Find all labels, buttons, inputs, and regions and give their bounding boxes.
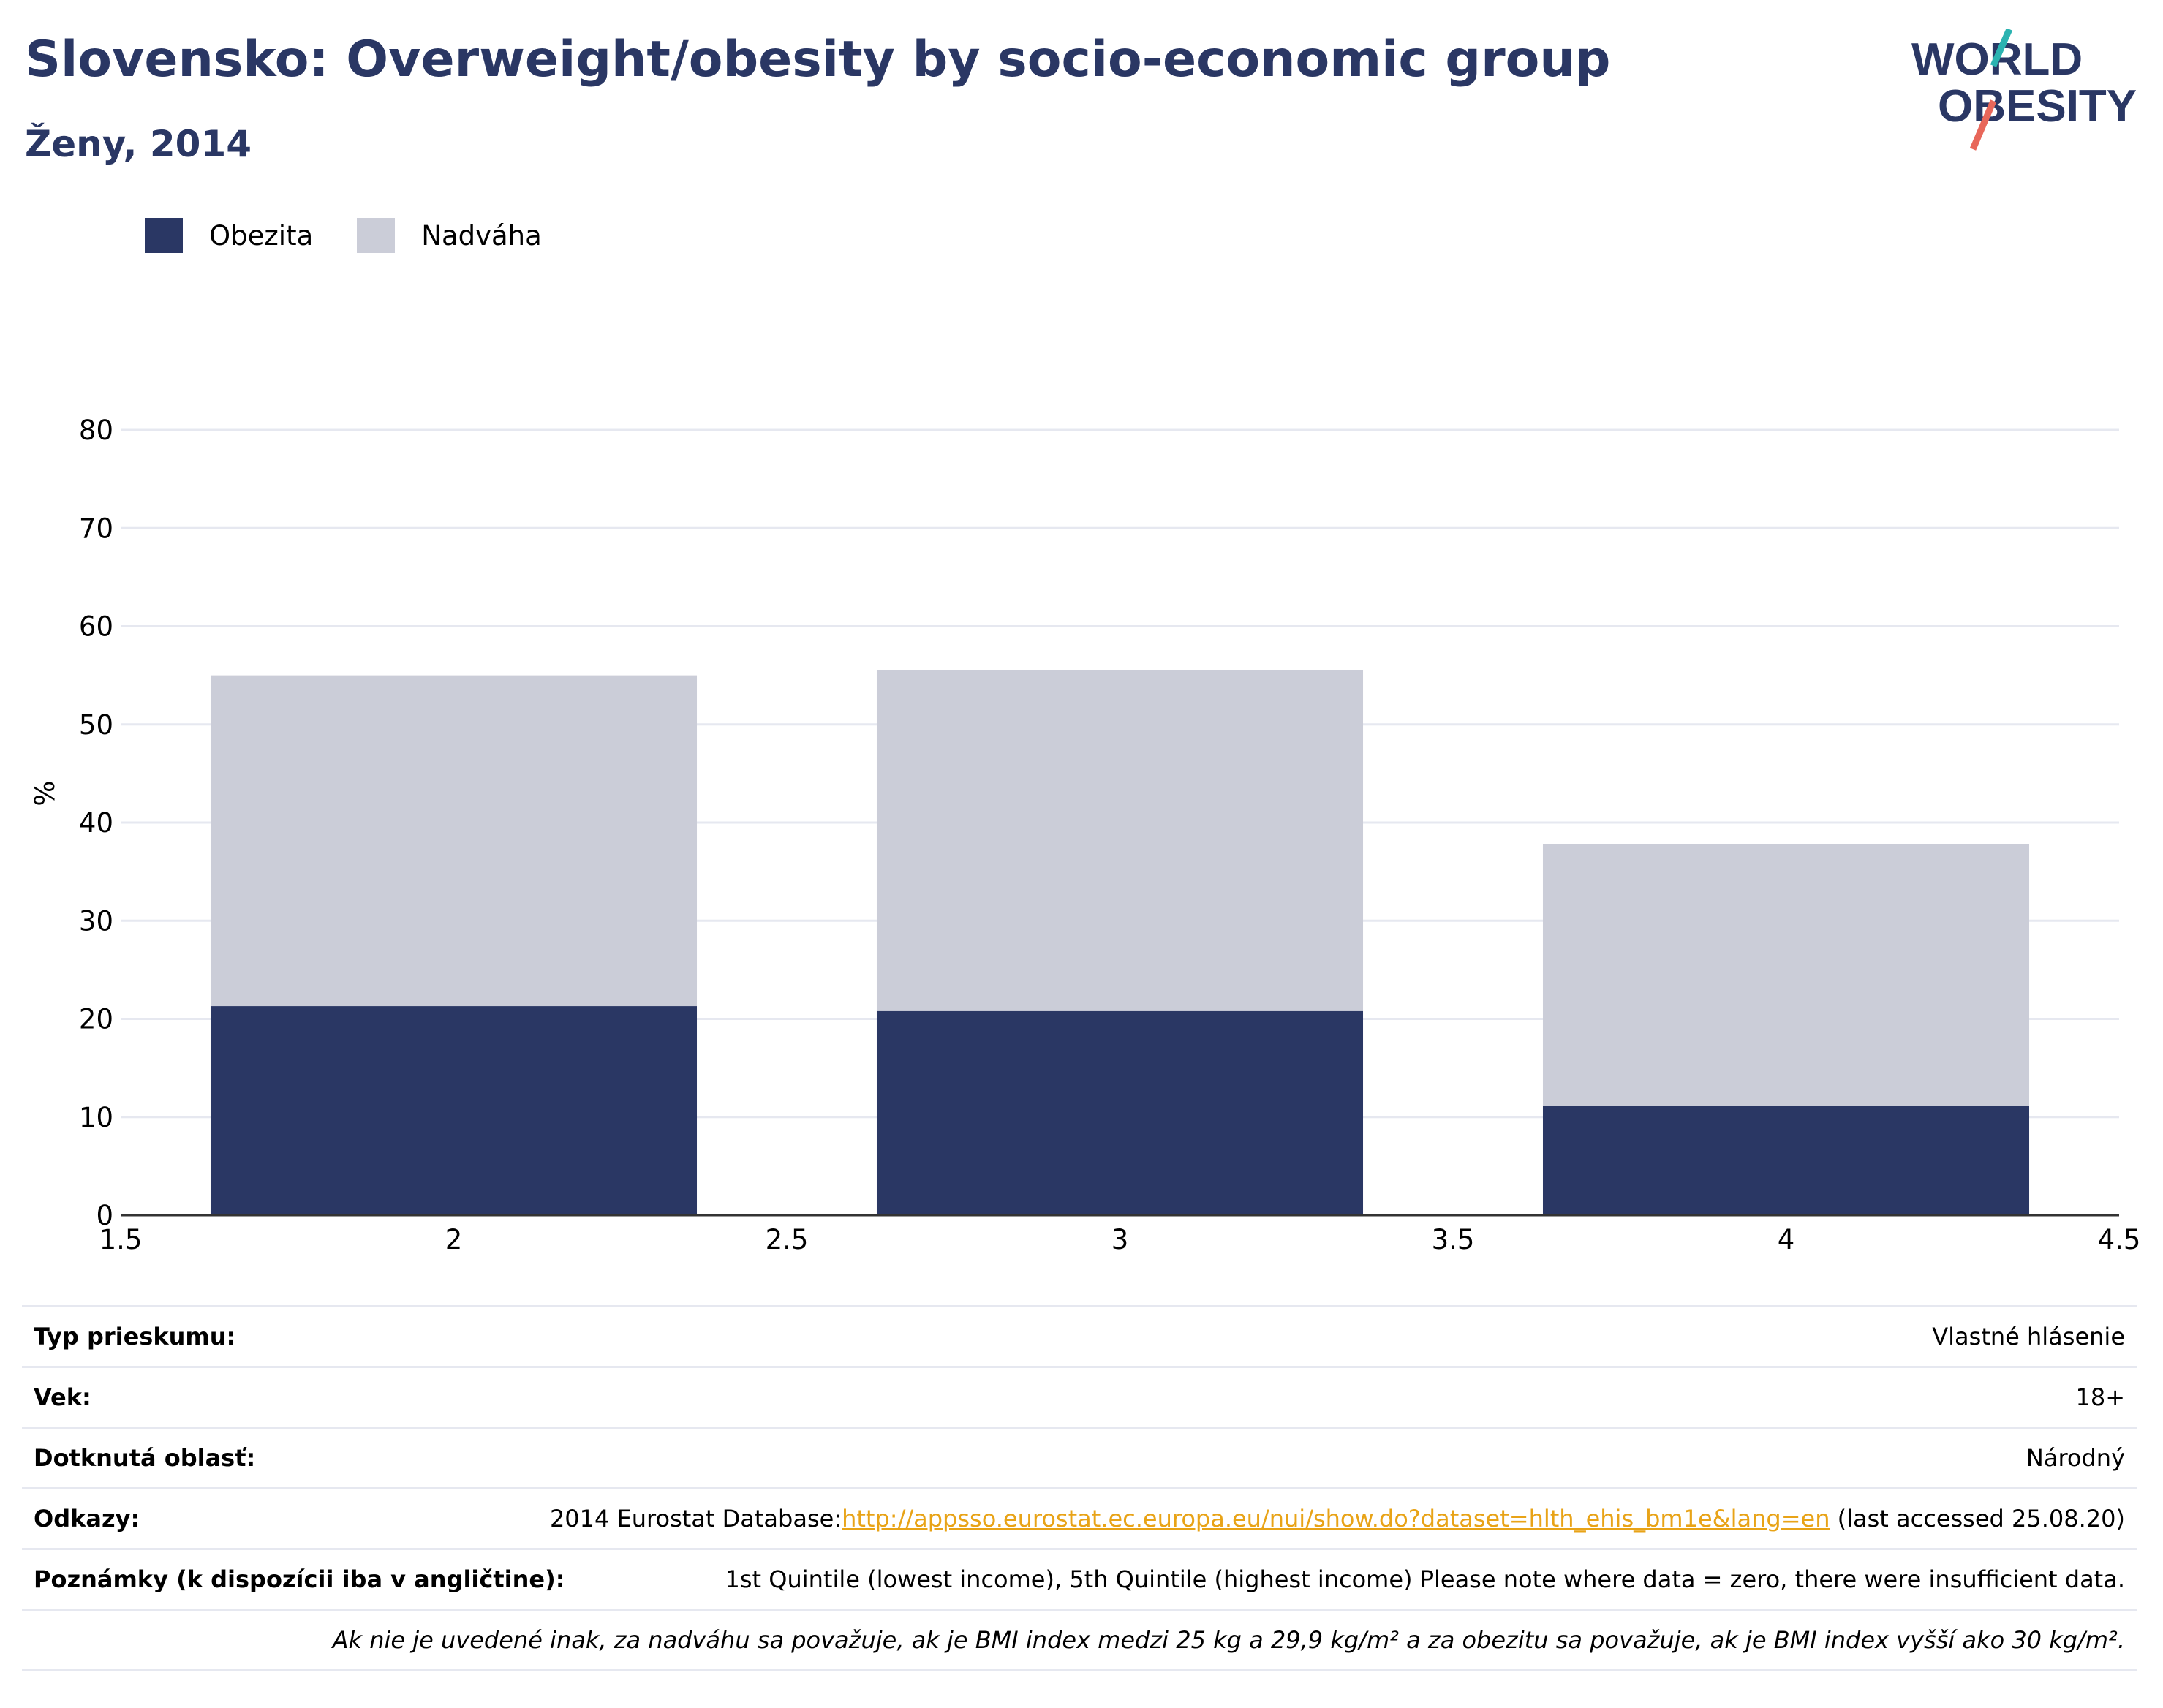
x-tick-label: 3.5 bbox=[1432, 1224, 1475, 1255]
legend-label-overweight: Nadváha bbox=[421, 219, 542, 252]
y-tick-label: 60 bbox=[79, 611, 113, 643]
info-row-footnote: Ak nie je uvedené inak, za nadváhu sa po… bbox=[22, 1609, 2137, 1671]
legend-label-obesity: Obezita bbox=[209, 219, 314, 252]
info-row-references: Odkazy: 2014 Eurostat Database:http://ap… bbox=[22, 1487, 2137, 1548]
x-tick-label: 2 bbox=[445, 1224, 463, 1255]
x-tick-label: 1.5 bbox=[99, 1224, 143, 1255]
y-tick-label: 0 bbox=[96, 1200, 113, 1231]
info-row-area: Dotknutá oblasť: Národný bbox=[22, 1427, 2137, 1487]
bar-obesity bbox=[210, 1006, 698, 1215]
legend-swatch-obesity bbox=[145, 218, 183, 253]
notes-label: Poznámky (k dispozícii iba v angličtine)… bbox=[34, 1565, 565, 1593]
legend-item-overweight[interactable]: Nadváha bbox=[357, 218, 542, 253]
page-title: Slovensko: Overweight/obesity by socio-e… bbox=[25, 31, 1611, 88]
info-row-survey-type: Typ prieskumu: Vlastné hlásenie bbox=[22, 1305, 2137, 1366]
world-obesity-logo: WORLD OBESITY bbox=[1911, 29, 2137, 151]
x-tick-label: 3 bbox=[1111, 1224, 1129, 1255]
age-value: 18+ bbox=[2075, 1383, 2125, 1411]
bar-overweight bbox=[1542, 844, 2030, 1106]
y-tick-label: 70 bbox=[79, 513, 113, 544]
x-tick-label: 4.5 bbox=[2098, 1224, 2141, 1255]
survey-type-value: Vlastné hlásenie bbox=[1932, 1323, 2125, 1350]
x-tick-label: 2.5 bbox=[766, 1224, 809, 1255]
bar-chart: 0 10 20 30 40 50 60 70 80 1.5 2 2.5 3 3.5 4 4.5% bbox=[29, 415, 2141, 1255]
x-tick-label: 4 bbox=[1778, 1224, 1795, 1255]
y-axis-label: % bbox=[29, 780, 61, 806]
info-row-notes: Poznámky (k dispozícii iba v angličtine)… bbox=[22, 1548, 2137, 1609]
bar-obesity bbox=[1542, 1106, 2030, 1215]
page-subtitle: Ženy, 2014 bbox=[25, 123, 252, 165]
bar-overweight bbox=[210, 675, 698, 1007]
age-label: Vek: bbox=[34, 1383, 91, 1411]
logo-slash-coral bbox=[1969, 99, 1997, 151]
bar-obesity bbox=[876, 1010, 1364, 1215]
area-label: Dotknutá oblasť: bbox=[34, 1444, 256, 1472]
survey-type-label: Typ prieskumu: bbox=[34, 1323, 236, 1350]
area-value: Národný bbox=[2026, 1444, 2125, 1472]
info-table: Typ prieskumu: Vlastné hlásenie Vek: 18+… bbox=[22, 1305, 2137, 1671]
y-tick-label: 80 bbox=[79, 415, 113, 446]
footnote-text: Ak nie je uvedené inak, za nadváhu sa po… bbox=[332, 1626, 2125, 1654]
bar-overweight bbox=[876, 670, 1364, 1011]
info-row-age: Vek: 18+ bbox=[22, 1366, 2137, 1427]
references-link[interactable]: http://appsso.eurostat.ec.europa.eu/nui/… bbox=[842, 1505, 1830, 1533]
references-prefix: 2014 Eurostat Database: bbox=[549, 1505, 842, 1533]
chart-legend: Obezita Nadváha bbox=[145, 218, 586, 253]
y-tick-label: 50 bbox=[79, 709, 113, 741]
y-tick-label: 20 bbox=[79, 1004, 113, 1035]
references-suffix: (last accessed 25.08.20) bbox=[1830, 1505, 2125, 1533]
references-label: Odkazy: bbox=[34, 1505, 140, 1533]
logo-slash-teal bbox=[1990, 29, 2013, 67]
notes-value: 1st Quintile (lowest income), 5th Quinti… bbox=[725, 1565, 2126, 1593]
logo-line2: OBESITY bbox=[1938, 81, 2137, 132]
references-value: 2014 Eurostat Database:http://appsso.eur… bbox=[550, 1505, 2125, 1533]
y-tick-label: 30 bbox=[79, 905, 113, 937]
y-tick-label: 10 bbox=[79, 1102, 113, 1133]
legend-swatch-overweight bbox=[357, 218, 396, 253]
legend-item-obesity[interactable]: Obezita bbox=[145, 218, 313, 253]
y-tick-label: 40 bbox=[79, 807, 113, 839]
